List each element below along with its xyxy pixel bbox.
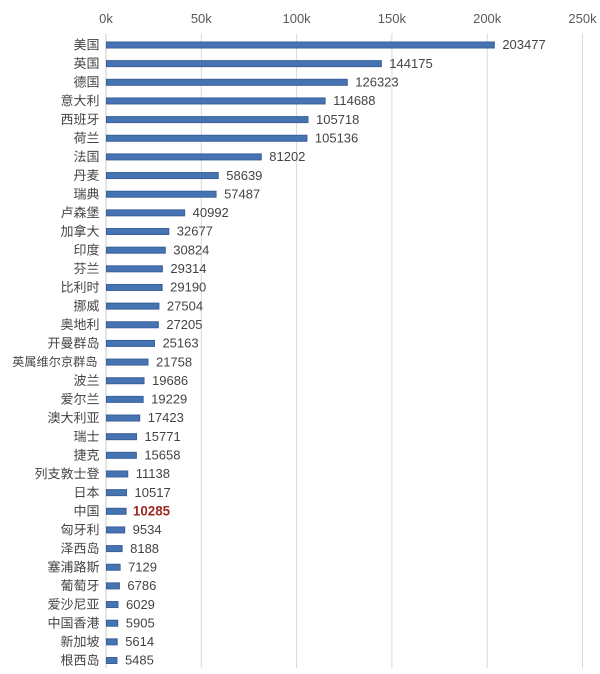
svg-text:7129: 7129 — [128, 559, 157, 574]
svg-text:58639: 58639 — [226, 168, 262, 183]
svg-text:114688: 114688 — [333, 93, 375, 108]
svg-text:27205: 27205 — [166, 317, 202, 332]
svg-text:29190: 29190 — [170, 280, 206, 295]
svg-text:17423: 17423 — [148, 410, 184, 425]
svg-text:15771: 15771 — [145, 429, 181, 444]
svg-text:100k: 100k — [282, 11, 311, 26]
svg-text:144175: 144175 — [389, 56, 432, 71]
svg-text:15658: 15658 — [144, 448, 180, 463]
svg-text:57487: 57487 — [224, 186, 260, 201]
svg-text:203477: 203477 — [502, 37, 545, 52]
svg-text:50k: 50k — [191, 11, 212, 26]
svg-text:19229: 19229 — [151, 392, 187, 407]
svg-text:105718: 105718 — [316, 112, 359, 127]
svg-text:5614: 5614 — [125, 634, 154, 649]
svg-text:40992: 40992 — [193, 205, 229, 220]
svg-text:19686: 19686 — [152, 373, 188, 388]
svg-text:29314: 29314 — [170, 261, 206, 276]
svg-text:21758: 21758 — [156, 354, 192, 369]
svg-text:105136: 105136 — [315, 130, 358, 145]
svg-text:27504: 27504 — [167, 298, 203, 313]
svg-text:5485: 5485 — [125, 653, 154, 668]
svg-text:200k: 200k — [473, 11, 502, 26]
svg-text:150k: 150k — [378, 11, 407, 26]
svg-text:81202: 81202 — [269, 149, 305, 164]
svg-text:10285: 10285 — [133, 503, 171, 518]
svg-text:0k: 0k — [99, 11, 113, 26]
svg-text:32677: 32677 — [177, 224, 213, 239]
svg-text:6786: 6786 — [127, 578, 156, 593]
svg-text:8188: 8188 — [130, 541, 159, 556]
svg-text:25163: 25163 — [162, 336, 198, 351]
svg-text:126323: 126323 — [355, 75, 398, 90]
svg-text:250k: 250k — [568, 11, 597, 26]
svg-text:10517: 10517 — [135, 485, 171, 500]
svg-text:6029: 6029 — [126, 597, 155, 612]
svg-text:9534: 9534 — [133, 522, 162, 537]
svg-text:11138: 11138 — [136, 466, 170, 481]
svg-text:5905: 5905 — [126, 615, 155, 630]
svg-text:30824: 30824 — [173, 242, 209, 257]
